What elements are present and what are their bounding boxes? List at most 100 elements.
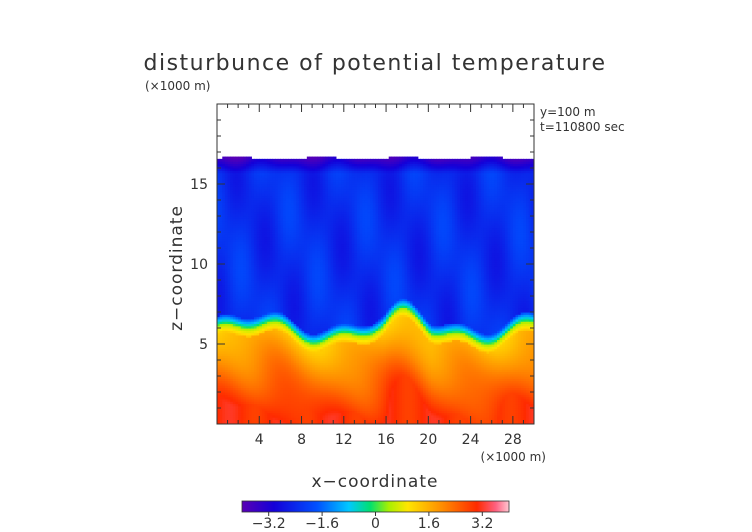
heatmap-cell — [227, 350, 231, 354]
heatmap-cell — [253, 270, 258, 274]
heatmap-cell — [314, 396, 318, 400]
heatmap-cell — [325, 403, 329, 407]
heatmap-cell — [256, 197, 260, 201]
heatmap-cell — [230, 254, 234, 258]
heatmap-cell — [261, 225, 266, 229]
heatmap-cell — [230, 172, 234, 176]
heatmap-cell — [227, 264, 231, 267]
heatmap-cell — [248, 357, 252, 361]
heatmap-cell — [293, 252, 297, 256]
heatmap-cell — [312, 421, 316, 424]
heatmap-cell — [232, 241, 237, 245]
heatmap-cell — [280, 257, 284, 261]
heatmap-cell — [253, 211, 258, 215]
heatmap-cell — [288, 344, 292, 347]
heatmap-cell — [322, 241, 326, 245]
heatmap-cell — [290, 177, 295, 181]
heatmap-cell — [298, 389, 303, 393]
heatmap-cell — [240, 346, 245, 350]
heatmap-cell — [272, 398, 276, 402]
heatmap-cell — [259, 353, 263, 357]
heatmap-cell — [217, 334, 221, 338]
heatmap-cell — [217, 234, 221, 238]
heatmap-cell — [298, 419, 303, 423]
heatmap-cell — [264, 293, 268, 297]
heatmap-cell — [248, 298, 252, 302]
heatmap-cell — [238, 369, 242, 373]
heatmap-cell — [306, 339, 311, 343]
heatmap-cell — [296, 204, 300, 208]
heatmap-cell — [256, 202, 260, 206]
heatmap-cell — [246, 341, 250, 345]
heatmap-cell — [317, 410, 321, 414]
heatmap-cell — [283, 293, 287, 297]
heatmap-cell — [306, 186, 311, 190]
heatmap-cell — [301, 236, 305, 240]
heatmap-cell — [317, 218, 321, 222]
heatmap-cell — [275, 179, 279, 183]
heatmap-cell — [230, 387, 234, 391]
heatmap-cell — [306, 190, 311, 194]
heatmap-cell — [256, 225, 260, 229]
heatmap-cell — [312, 206, 316, 210]
heatmap-cell — [325, 197, 329, 201]
heatmap-cell — [275, 222, 279, 226]
heatmap-cell — [224, 392, 229, 395]
heatmap-cell — [277, 318, 281, 322]
heatmap-cell — [217, 389, 221, 393]
heatmap-cell — [217, 165, 221, 169]
heatmap-cell — [253, 417, 258, 421]
heatmap-cell — [314, 350, 318, 354]
heatmap-cell — [309, 350, 313, 354]
heatmap-cell — [320, 369, 324, 373]
heatmap-cell — [235, 298, 239, 302]
heatmap-cell — [246, 280, 250, 283]
heatmap-cell — [261, 323, 266, 327]
heatmap-cell — [251, 238, 255, 242]
heatmap-cell — [296, 332, 300, 336]
heatmap-cell — [306, 229, 311, 233]
heatmap-cell — [219, 341, 223, 345]
heatmap-cell — [322, 213, 326, 217]
heatmap-cell — [275, 291, 279, 295]
heatmap-cell — [298, 282, 303, 286]
heatmap-cell — [267, 314, 271, 318]
heatmap-cell — [217, 419, 221, 423]
heatmap-cell — [230, 355, 234, 359]
heatmap-cell — [314, 360, 318, 363]
heatmap-cell — [230, 332, 234, 336]
heatmap-cell — [304, 318, 308, 322]
heatmap-cell — [325, 325, 329, 329]
heatmap-cell — [322, 188, 326, 192]
heatmap-cell — [283, 190, 287, 194]
heatmap-cell — [306, 197, 311, 201]
heatmap-cell — [238, 270, 242, 274]
heatmap-cell — [285, 398, 289, 402]
heatmap-cell — [259, 213, 263, 217]
heatmap-cell — [219, 190, 223, 194]
heatmap-cell — [309, 289, 313, 293]
heatmap-cell — [235, 344, 239, 347]
heatmap-cell — [283, 213, 287, 217]
heatmap-cell — [309, 236, 313, 240]
heatmap-cell — [296, 158, 300, 162]
heatmap-cell — [246, 417, 250, 421]
heatmap-cell — [322, 355, 326, 359]
heatmap-cell — [290, 385, 295, 389]
heatmap-cell — [322, 234, 326, 238]
heatmap-cell — [327, 220, 332, 224]
heatmap-cell — [290, 254, 295, 258]
heatmap-cell — [290, 252, 295, 256]
heatmap-cell — [219, 270, 223, 274]
heatmap-cell — [240, 401, 245, 405]
heatmap-cell — [227, 209, 231, 213]
heatmap-cell — [320, 296, 324, 299]
heatmap-cell — [235, 261, 239, 265]
heatmap-cell — [253, 339, 258, 343]
heatmap-cell — [288, 421, 292, 424]
heatmap-cell — [224, 250, 229, 254]
heatmap-cell — [285, 334, 289, 338]
heatmap-cell — [290, 229, 295, 233]
heatmap-cell — [240, 321, 245, 325]
heatmap-cell — [240, 339, 245, 343]
